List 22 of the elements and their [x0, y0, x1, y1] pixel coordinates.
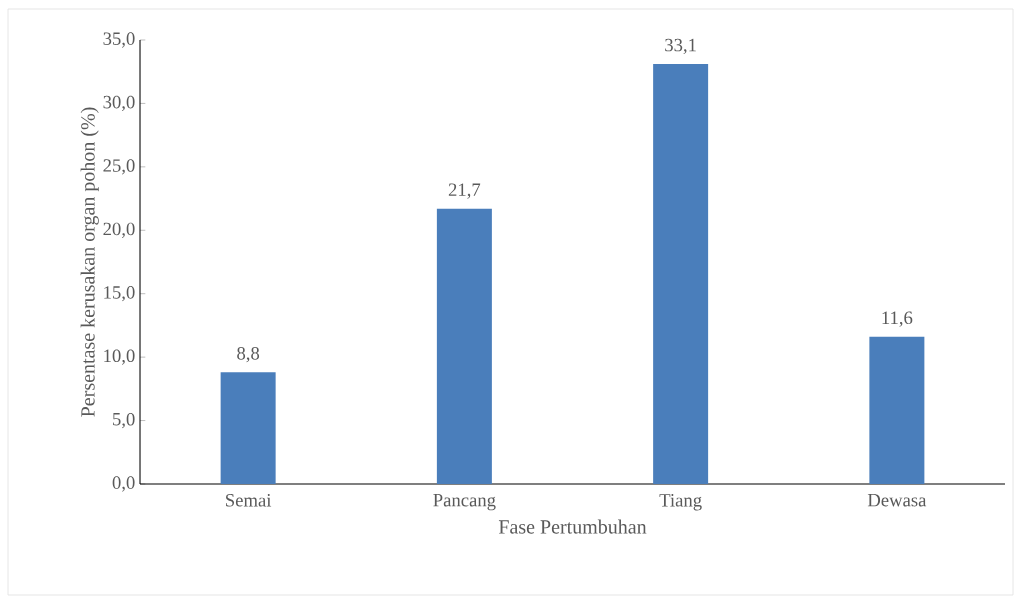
x-tick-label: Pancang [433, 494, 496, 511]
y-tick-label: 30,0 [103, 95, 135, 112]
bar [436, 208, 492, 484]
x-axis-title: Fase Pertumbuhan [498, 519, 647, 534]
x-tick-label: Semai [226, 494, 272, 507]
y-tick-label: 15,0 [104, 286, 135, 302]
data-label: 11,6 [882, 311, 913, 327]
y-tick-label: 25,0 [103, 159, 135, 175]
y-axis-title: Persentase kerusakan organ pohon (%) [80, 107, 99, 417]
y-tick-label: 5,0 [113, 412, 135, 429]
x-tick-label: Dewasa [867, 494, 927, 507]
y-tick-label: 20,0 [103, 222, 135, 238]
y-tick-label: 10,0 [104, 349, 135, 365]
data-label: 33,1 [665, 38, 696, 55]
bar [869, 336, 925, 484]
x-tick-label: Tiang [659, 494, 702, 511]
bar [220, 372, 276, 484]
data-label: 21,7 [448, 183, 481, 199]
data-label: 8,8 [237, 347, 260, 363]
y-tick-label: 35,0 [103, 32, 135, 48]
bar [653, 64, 709, 484]
y-tick-label: 0,0 [112, 476, 135, 492]
